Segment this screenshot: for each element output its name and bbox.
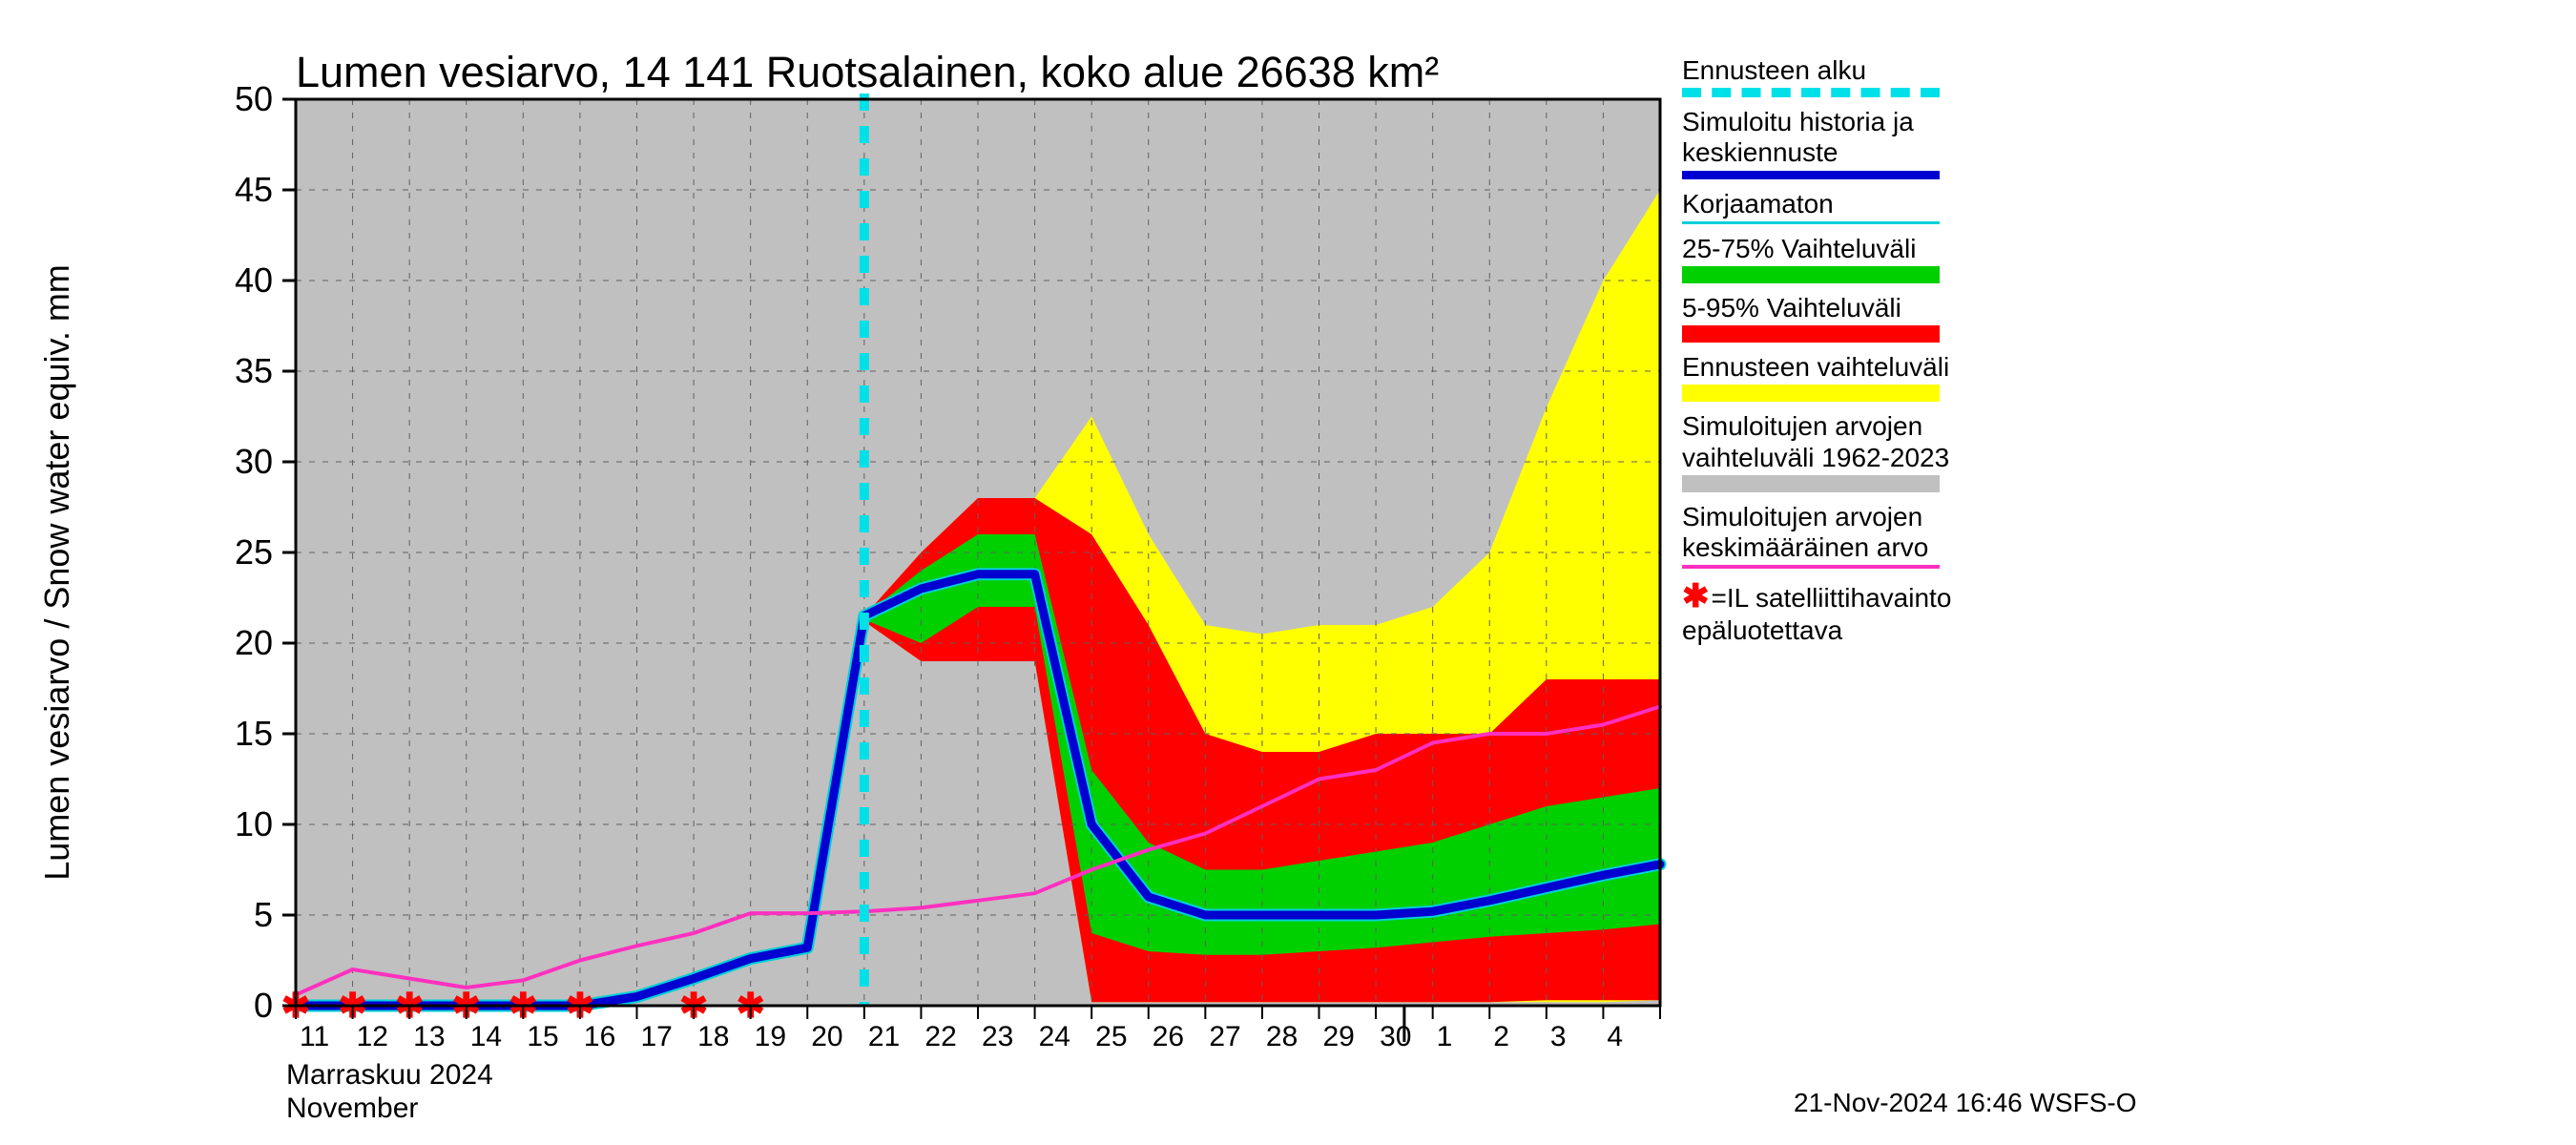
legend-swatch [1682, 565, 1940, 569]
svg-text:45: 45 [235, 170, 273, 209]
legend-swatch [1682, 475, 1940, 492]
legend-entry: Simuloitu historia ja keskiennuste [1682, 107, 2541, 178]
legend-entry: 5-95% Vaihteluväli [1682, 293, 2541, 343]
legend-satellite-note: ✱=IL satelliittihavainto epäluotettava [1682, 578, 2541, 646]
x-axis-label-eng: November [286, 1093, 418, 1125]
legend-swatch [1682, 221, 1940, 224]
legend-entry: 25-75% Vaihteluväli [1682, 234, 2541, 283]
legend-swatch [1682, 88, 1940, 97]
legend-label: Ennusteen alku [1682, 55, 2541, 86]
svg-text:15: 15 [527, 1021, 558, 1052]
svg-text:25: 25 [1095, 1021, 1127, 1052]
svg-text:22: 22 [924, 1021, 956, 1052]
svg-text:5: 5 [254, 895, 273, 934]
asterisk-icon: ✱ [1682, 578, 1710, 614]
legend-entry: Ennusteen vaihteluväli [1682, 352, 2541, 402]
svg-text:20: 20 [235, 623, 273, 662]
svg-text:23: 23 [982, 1021, 1013, 1052]
svg-text:13: 13 [413, 1021, 445, 1052]
legend-label: Simuloitujen arvojen keskimääräinen arvo [1682, 502, 2541, 563]
legend-entry: Simuloitujen arvojen vaihteluväli 1962-2… [1682, 411, 2541, 491]
svg-text:27: 27 [1209, 1021, 1240, 1052]
svg-text:2: 2 [1493, 1021, 1509, 1052]
legend-label: Simuloitu historia ja keskiennuste [1682, 107, 2541, 168]
svg-text:28: 28 [1266, 1021, 1298, 1052]
svg-text:18: 18 [697, 1021, 729, 1052]
svg-text:1: 1 [1437, 1021, 1453, 1052]
footer-timestamp: 21-Nov-2024 16:46 WSFS-O [1794, 1088, 2137, 1118]
svg-text:19: 19 [755, 1021, 786, 1052]
svg-text:12: 12 [357, 1021, 388, 1052]
legend-label: Ennusteen vaihteluväli [1682, 352, 2541, 383]
svg-text:17: 17 [641, 1021, 673, 1052]
legend: Ennusteen alku Simuloitu historia ja kesk… [1682, 55, 2541, 646]
svg-text:35: 35 [235, 351, 273, 390]
svg-text:4: 4 [1607, 1021, 1623, 1052]
svg-text:10: 10 [235, 804, 273, 843]
legend-entry: Korjaamaton [1682, 189, 2541, 224]
legend-label: Korjaamaton [1682, 189, 2541, 219]
svg-text:14: 14 [470, 1021, 502, 1052]
svg-text:40: 40 [235, 260, 273, 300]
legend-swatch [1682, 266, 1940, 283]
legend-entry: Ennusteen alku [1682, 55, 2541, 97]
svg-text:21: 21 [868, 1021, 900, 1052]
svg-text:30: 30 [235, 442, 273, 481]
svg-text:30: 30 [1380, 1021, 1411, 1052]
svg-text:24: 24 [1039, 1021, 1070, 1052]
y-axis-label: Lumen vesiarvo / Snow water equiv. mm [37, 264, 77, 881]
legend-swatch [1682, 325, 1940, 343]
legend-swatch [1682, 385, 1940, 402]
legend-swatch [1682, 171, 1940, 179]
x-axis-label-fin: Marraskuu 2024 [286, 1059, 493, 1092]
svg-text:11: 11 [300, 1021, 329, 1052]
svg-text:0: 0 [254, 986, 273, 1025]
chart-title: Lumen vesiarvo, 14 141 Ruotsalainen, kok… [296, 48, 1439, 97]
svg-text:25: 25 [235, 532, 273, 572]
svg-text:3: 3 [1550, 1021, 1567, 1052]
svg-text:50: 50 [235, 79, 273, 118]
svg-text:29: 29 [1323, 1021, 1355, 1052]
svg-text:16: 16 [584, 1021, 615, 1052]
legend-label: 25-75% Vaihteluväli [1682, 234, 2541, 264]
svg-text:20: 20 [811, 1021, 842, 1052]
legend-satellite-text: =IL satelliittihavainto epäluotettava [1682, 583, 1951, 645]
svg-text:15: 15 [235, 714, 273, 753]
legend-entry: Simuloitujen arvojen keskimääräinen arvo [1682, 502, 2541, 569]
svg-text:26: 26 [1153, 1021, 1184, 1052]
legend-label: 5-95% Vaihteluväli [1682, 293, 2541, 323]
legend-label: Simuloitujen arvojen vaihteluväli 1962-2… [1682, 411, 2541, 472]
